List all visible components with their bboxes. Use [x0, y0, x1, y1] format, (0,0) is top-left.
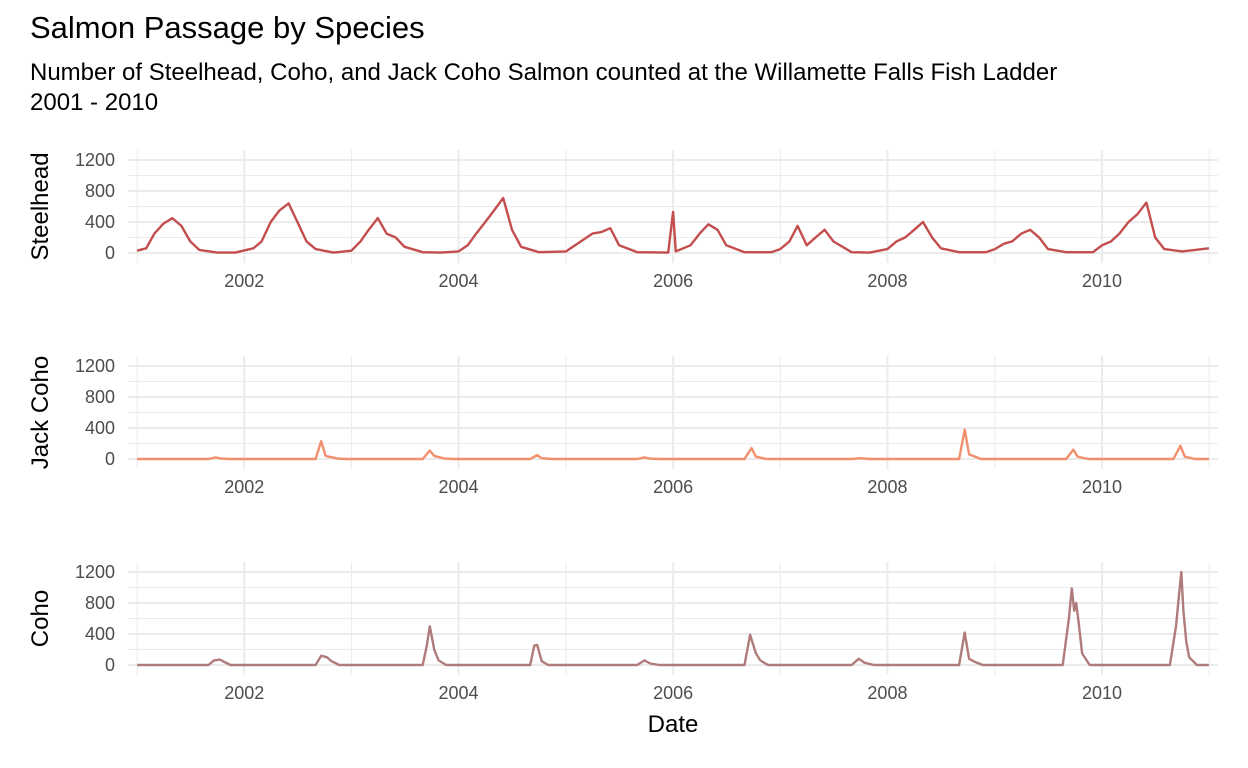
y-tick-label: 1200	[75, 150, 115, 170]
x-tick-label: 2008	[867, 683, 907, 703]
y-tick-label: 800	[85, 181, 115, 201]
chart-title: Salmon Passage by Species	[30, 10, 425, 45]
y-tick-label: 400	[85, 212, 115, 232]
x-tick-label: 2006	[653, 271, 693, 291]
y-axis-title: Steelhead	[27, 152, 54, 260]
y-axis-title: Jack Coho	[27, 356, 54, 469]
x-tick-label: 2002	[224, 271, 264, 291]
x-tick-label: 2004	[439, 477, 479, 497]
series-line	[137, 428, 1209, 461]
y-tick-label: 0	[105, 243, 115, 263]
y-axis-title: Coho	[27, 590, 54, 647]
x-tick-label: 2004	[439, 271, 479, 291]
x-tick-label: 2002	[224, 477, 264, 497]
y-tick-label: 0	[105, 655, 115, 675]
x-tick-label: 2006	[653, 477, 693, 497]
x-axis-title: Date	[648, 711, 699, 738]
x-tick-label: 2010	[1082, 271, 1122, 291]
y-tick-label: 1200	[75, 356, 115, 376]
x-tick-label: 2008	[867, 477, 907, 497]
y-tick-label: 0	[105, 449, 115, 469]
y-tick-label: 1200	[75, 562, 115, 582]
y-tick-label: 800	[85, 593, 115, 613]
y-tick-label: 400	[85, 418, 115, 438]
x-tick-label: 2006	[653, 683, 693, 703]
series-line	[136, 196, 1210, 254]
x-tick-label: 2008	[867, 271, 907, 291]
x-tick-label: 2002	[224, 683, 264, 703]
x-tick-label: 2010	[1082, 477, 1122, 497]
y-tick-label: 800	[85, 387, 115, 407]
series-line	[137, 570, 1209, 667]
x-tick-label: 2010	[1082, 683, 1122, 703]
y-tick-label: 400	[85, 624, 115, 644]
chart-subtitle: Number of Steelhead, Coho, and Jack Coho…	[30, 59, 1058, 116]
x-tick-label: 2004	[439, 683, 479, 703]
